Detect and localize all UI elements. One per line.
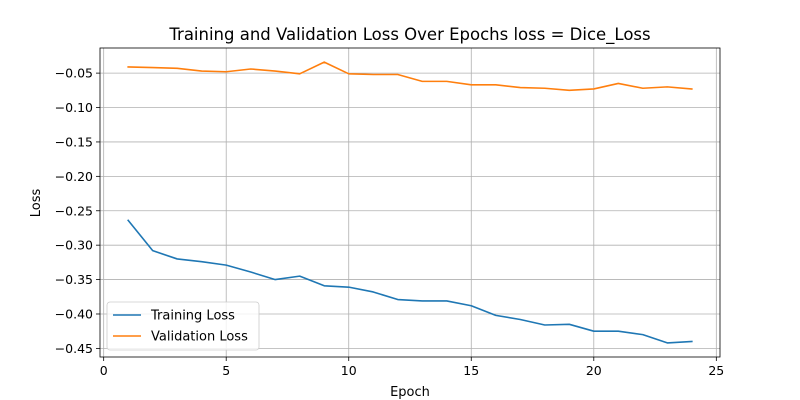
x-tick-label: 10	[341, 363, 357, 378]
chart-title: Training and Validation Loss Over Epochs…	[168, 25, 650, 45]
y-tick-label: −0.45	[55, 341, 93, 356]
x-axis-ticks: 0 5 10 15 20 25	[100, 357, 724, 378]
y-tick-label: −0.10	[55, 100, 93, 115]
legend: Training Loss Validation Loss	[106, 301, 260, 351]
y-tick-label: −0.25	[55, 203, 93, 218]
y-tick-label: −0.40	[55, 306, 93, 321]
y-tick-label: −0.35	[55, 272, 93, 287]
y-tick-label: −0.05	[55, 66, 93, 81]
x-tick-label: 0	[100, 363, 108, 378]
axes-frame	[99, 47, 721, 358]
x-axis-label: Epoch	[390, 385, 430, 400]
y-axis-ticks: −0.45 −0.40 −0.35 −0.30 −0.25 −0.20 −0.15 −0.10…	[55, 66, 100, 356]
y-tick-label: −0.20	[55, 169, 93, 184]
x-tick-label: 20	[586, 363, 602, 378]
series-line-validation-loss	[127, 61, 693, 92]
x-tick-label: 25	[708, 363, 724, 378]
legend-label: Validation Loss	[151, 330, 248, 345]
x-tick-label: 5	[222, 363, 230, 378]
x-tick-label: 15	[463, 363, 479, 378]
grid	[100, 48, 720, 357]
plot-lines	[127, 61, 693, 344]
y-tick-label: −0.30	[55, 238, 93, 253]
legend-label: Training Loss	[150, 309, 235, 324]
y-tick-label: −0.15	[55, 134, 93, 149]
series-line-training-loss	[127, 219, 693, 344]
legend-items: Training Loss Validation Loss	[113, 309, 248, 345]
legend-box	[106, 301, 260, 351]
y-axis-label: Loss	[29, 189, 44, 218]
